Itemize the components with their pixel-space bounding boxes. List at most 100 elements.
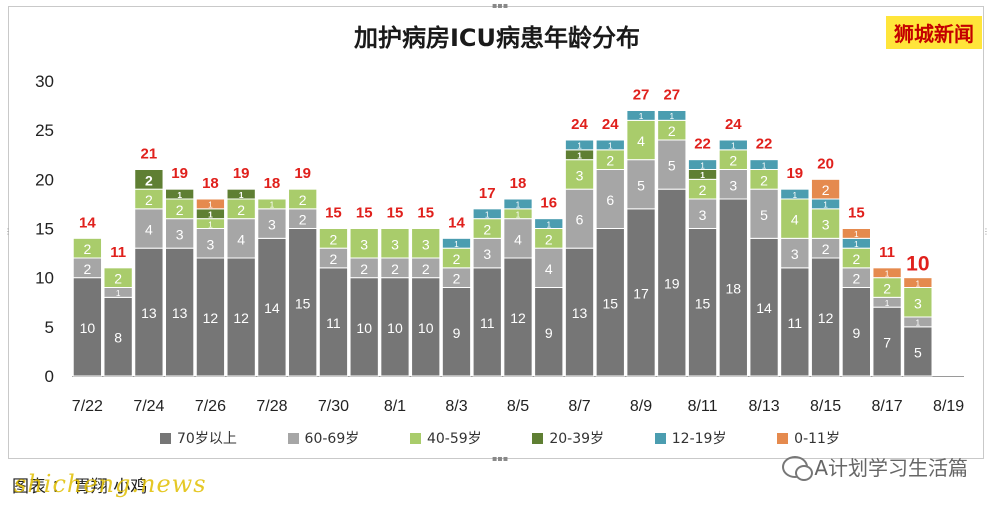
bar-value-label: 3: [791, 246, 799, 262]
legend-item: 12-19岁: [654, 428, 726, 448]
bar-segment: [288, 228, 318, 377]
legend-label: 40-59岁: [426, 431, 482, 447]
bar-value-label: 4: [545, 261, 553, 277]
bar-value-label: 4: [514, 231, 522, 247]
legend-item: 0-11岁: [777, 428, 840, 448]
bar-value-label: 5: [668, 158, 676, 174]
chart-title: 加护病房ICU病患年龄分布: [353, 24, 641, 52]
bar-total-label: 16: [540, 195, 557, 212]
bar-value-label: 8: [114, 330, 122, 346]
bar-value-label: 3: [207, 236, 215, 252]
bar-value-label: 14: [264, 300, 280, 316]
bar-value-label: 13: [572, 305, 588, 321]
bar-value-label: 2: [422, 261, 430, 277]
bar-segment: [780, 267, 810, 377]
bar-value-label: 12: [818, 310, 834, 326]
bar-value-label: 1: [208, 210, 213, 220]
x-tick-label: 8/13: [748, 398, 779, 415]
bar-value-label: 3: [914, 295, 922, 311]
bar-value-label: 4: [237, 231, 245, 247]
bar-segment: [103, 267, 133, 289]
bar-segment: [503, 218, 533, 259]
bar-segment: [564, 159, 595, 190]
bar-value-label: 13: [172, 305, 188, 321]
bar-value-label: 1: [885, 269, 890, 279]
bar-value-label: 2: [114, 271, 122, 287]
legend-swatch: [654, 432, 666, 444]
bar-value-label: 2: [822, 182, 830, 198]
bar-segment: [626, 110, 656, 121]
bar-total-label: 17: [479, 185, 496, 202]
bar-segment: [810, 257, 841, 377]
bar-total-label: 24: [602, 116, 619, 133]
legend-item: 20-39岁: [532, 428, 604, 448]
bar-total-label: 19: [233, 165, 250, 182]
bar-segment: [749, 188, 779, 239]
bar-value-label: 1: [669, 111, 674, 121]
bar-value-label: 2: [360, 261, 368, 277]
bar-value-label: 18: [726, 281, 742, 297]
bar-value-label: 11: [326, 315, 341, 331]
bar-value-label: 19: [664, 276, 680, 292]
bar-value-label: 1: [270, 200, 275, 210]
bar-segment: [257, 198, 287, 210]
bar-value-label: 2: [729, 153, 737, 169]
bar-value-label: 2: [83, 241, 91, 257]
bar-value-label: 2: [883, 281, 891, 297]
bar-total-label: 22: [756, 136, 773, 153]
bar-value-label: 1: [916, 318, 921, 328]
bar-value-label: 3: [422, 236, 430, 252]
legend-label: 0-11岁: [794, 431, 840, 447]
legend-item: 60-69岁: [287, 428, 359, 448]
bar-value-label: 2: [699, 182, 707, 198]
bar-segment: [657, 139, 687, 190]
bar-total-label: 10: [906, 253, 929, 276]
x-tick-label: 7/24: [133, 398, 164, 415]
y-tick-label: 30: [35, 72, 54, 91]
bar-value-label: 2: [237, 202, 245, 218]
bar-total-label: 15: [325, 205, 342, 222]
bar-value-label: 9: [453, 325, 461, 341]
bar-segment: [349, 277, 379, 377]
bar-segment: [903, 326, 933, 377]
bar-value-label: 13: [141, 305, 157, 321]
bar-segment: [595, 139, 625, 151]
bar-value-label: 11: [480, 315, 495, 331]
frame-handle-left[interactable]: ⋮: [4, 227, 12, 236]
bar-value-label: 1: [577, 141, 582, 151]
bar-segment: [380, 228, 410, 259]
bar-value-label: 10: [418, 320, 434, 336]
bar-value-label: 3: [391, 236, 399, 252]
frame-handle-right[interactable]: ⋮: [982, 227, 990, 236]
bar-value-label: 2: [822, 241, 830, 257]
bar-value-label: 2: [453, 271, 461, 287]
bar-value-label: 10: [387, 320, 403, 336]
bar-value-label: 2: [760, 172, 768, 188]
bar-total-label: 18: [202, 175, 219, 192]
bar-value-label: 2: [483, 222, 491, 238]
bar-total-label: 21: [141, 146, 158, 163]
x-tick-label: 7/28: [256, 398, 287, 415]
bar-value-label: 7: [883, 335, 891, 351]
bar-segment: [534, 218, 564, 230]
bar-value-label: 1: [762, 160, 767, 170]
bar-segment: [749, 159, 779, 171]
bar-segment: [165, 247, 195, 377]
bar-total-label: 18: [510, 175, 527, 192]
bar-value-label: 4: [637, 133, 645, 149]
y-tick-label: 25: [35, 121, 54, 140]
frame-handle-bottom[interactable]: ▪▪▪: [492, 454, 509, 463]
frame-handle-top[interactable]: ▪▪▪: [492, 1, 509, 10]
bar-value-label: 5: [637, 177, 645, 193]
bar-segment: [318, 228, 349, 249]
legend-label: 20-39岁: [549, 431, 605, 447]
bar-value-label: 3: [699, 207, 707, 223]
bar-segment: [718, 139, 748, 151]
bar-value-label: 3: [822, 217, 830, 233]
bar-total-label: 14: [79, 214, 96, 231]
bar-value-label: 2: [299, 212, 307, 228]
bar-total-label: 22: [694, 136, 711, 153]
bar-segment: [226, 188, 256, 200]
bar-segment: [564, 247, 595, 377]
